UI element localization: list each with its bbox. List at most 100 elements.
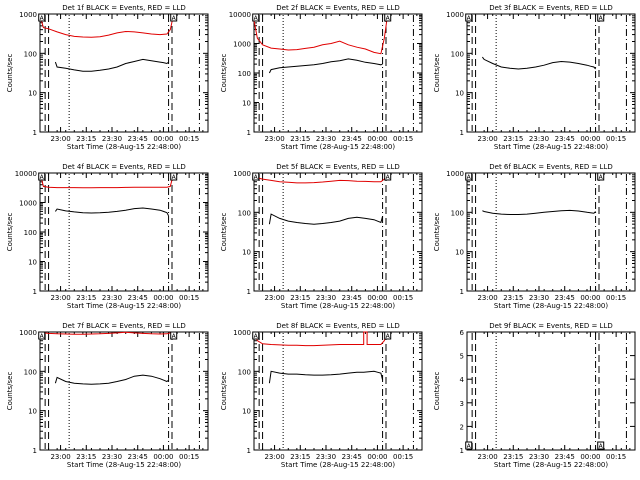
x-tick-label: 00:15: [606, 135, 626, 143]
x-tick-label: 00:15: [393, 453, 413, 461]
x-tick-label: 23:45: [555, 453, 575, 461]
plot-frame: [39, 13, 209, 133]
panel-title: Det 1f BLACK = Events, RED = LLD: [62, 4, 185, 12]
y-tick-label: 1: [460, 288, 464, 296]
x-axis-label: Start Time (28-Aug-15 22:48:00): [281, 302, 395, 310]
y-tick-label: 100: [238, 368, 251, 376]
marker-box: [38, 13, 46, 22]
y-axis-label: Counts/sec: [433, 54, 441, 93]
y-tick-label: 1: [460, 447, 464, 455]
marker-box: [384, 331, 392, 340]
y-tick-label: 1000: [233, 170, 251, 178]
panel-det-7: Det 7f BLACK = Events, RED = LLD 1 10 100 10…: [6, 322, 209, 469]
y-tick-label: 10: [242, 408, 251, 416]
panel-det-5: Det 5f BLACK = Events, RED = LLD 1 10 100 10…: [220, 163, 423, 310]
x-tick-label: 23:30: [102, 294, 122, 302]
x-tick-label: 23:45: [555, 135, 575, 143]
x-tick-label: 23:30: [316, 294, 336, 302]
x-axis-label: Start Time (28-Aug-15 22:48:00): [67, 302, 181, 310]
x-tick-label: 00:15: [393, 294, 413, 302]
x-axis-label: Start Time (28-Aug-15 22:48:00): [494, 143, 608, 151]
y-tick-label: 6: [460, 329, 465, 337]
x-tick-label: 23:30: [529, 135, 549, 143]
panel-title: Det 6f BLACK = Events, RED = LLD: [489, 163, 612, 171]
x-tick-label: 23:45: [342, 453, 362, 461]
marker-box: [252, 172, 260, 181]
y-tick-label: 1000: [19, 200, 37, 208]
x-tick-label: 00:00: [153, 135, 173, 143]
marker-label: A: [172, 333, 177, 340]
marker-label: A: [599, 174, 604, 181]
marker-label: A: [254, 333, 259, 340]
x-tick-label: 00:00: [580, 294, 600, 302]
x-tick-label: 00:00: [153, 294, 173, 302]
plot-frame: [466, 172, 636, 292]
marker-label: A: [467, 15, 472, 22]
plot-frame: [253, 331, 423, 451]
marker-label: A: [40, 333, 45, 340]
x-tick-label: 23:45: [342, 135, 362, 143]
series-events: [481, 56, 596, 70]
x-tick-label: 00:00: [367, 453, 387, 461]
x-tick-label: 23:15: [503, 135, 523, 143]
x-tick-label: 23:15: [503, 453, 523, 461]
series-lld: [39, 331, 174, 335]
marker-box: [597, 441, 605, 450]
x-tick-label: 23:00: [50, 135, 70, 143]
x-tick-label: 00:00: [153, 453, 173, 461]
x-tick-label: 00:00: [367, 294, 387, 302]
x-axis-label: Start Time (28-Aug-15 22:48:00): [281, 143, 395, 151]
y-tick-label: 100: [238, 70, 251, 78]
y-axis-label: Counts/sec: [433, 372, 441, 411]
x-tick-label: 23:00: [50, 294, 70, 302]
marker-box: [384, 172, 392, 181]
y-tick-label: 100: [238, 209, 251, 217]
y-tick-label: 100: [451, 50, 464, 58]
x-tick-label: 00:15: [179, 294, 199, 302]
y-tick-label: 1: [460, 129, 464, 137]
y-tick-label: 3: [460, 400, 464, 408]
panel-det-2: Det 2f BLACK = Events, RED = LLD 1 10 100 10…: [220, 4, 423, 151]
x-tick-label: 23:15: [290, 135, 310, 143]
y-tick-label: 10: [28, 259, 37, 267]
y-axis-label: Counts/sec: [220, 54, 228, 93]
x-tick-label: 23:15: [290, 453, 310, 461]
x-tick-label: 23:30: [102, 135, 122, 143]
marker-label: A: [254, 174, 259, 181]
y-tick-label: 100: [24, 368, 37, 376]
plot-frame: [39, 172, 209, 292]
y-axis-label: Counts/sec: [6, 54, 14, 93]
marker-box: [252, 13, 260, 22]
x-axis-label: Start Time (28-Aug-15 22:48:00): [67, 143, 181, 151]
y-tick-label: 1: [247, 129, 251, 137]
x-tick-label: 23:45: [342, 294, 362, 302]
x-tick-label: 00:00: [580, 453, 600, 461]
x-tick-label: 23:00: [264, 135, 284, 143]
y-tick-label: 10000: [15, 170, 37, 178]
series-events: [54, 374, 169, 385]
series-events: [54, 207, 170, 217]
marker-label: A: [254, 15, 259, 22]
marker-box: [38, 172, 46, 181]
y-tick-label: 1000: [19, 11, 37, 19]
y-tick-label: 100: [24, 229, 37, 237]
panel-det-9: Det 9f BLACK = Events, RED = LLD 1 2 3 4 5 6 Co…: [433, 322, 636, 469]
panel-title: Det 3f BLACK = Events, RED = LLD: [489, 4, 612, 12]
x-tick-label: 00:00: [367, 135, 387, 143]
series-lld: [253, 172, 389, 184]
panel-title: Det 4f BLACK = Events, RED = LLD: [62, 163, 185, 171]
x-tick-label: 23:30: [316, 135, 336, 143]
x-tick-label: 23:00: [50, 453, 70, 461]
panel-det-1: Det 1f BLACK = Events, RED = LLD 1 10 100 10…: [6, 4, 209, 151]
x-tick-label: 23:30: [529, 294, 549, 302]
panel-det-8: Det 8f BLACK = Events, RED = LLD 1 10 100 10…: [220, 322, 423, 469]
y-tick-label: 1000: [233, 329, 251, 337]
panel-title: Det 9f BLACK = Events, RED = LLD: [489, 322, 612, 330]
y-axis-label: Counts/sec: [433, 213, 441, 252]
marker-box: [465, 172, 473, 181]
x-tick-label: 23:15: [290, 294, 310, 302]
plot-frame: [466, 13, 636, 133]
plot-frame: [466, 331, 636, 451]
marker-label: A: [467, 443, 472, 450]
x-tick-label: 00:15: [179, 135, 199, 143]
